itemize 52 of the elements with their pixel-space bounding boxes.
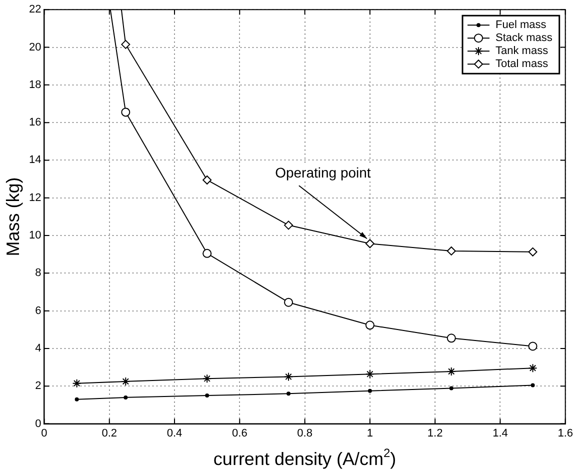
point (124, 395, 128, 400)
y-tick-label: 10 (28, 230, 42, 242)
point (365, 239, 374, 248)
point (121, 376, 130, 386)
point (202, 248, 212, 258)
x-tick-label: 0.4 (166, 427, 182, 440)
x-tick-label: 1.2 (427, 427, 443, 440)
point (205, 394, 210, 398)
y-tick-label: 8 (35, 267, 42, 280)
y-tick-label: 0 (35, 418, 42, 430)
point (284, 372, 294, 382)
point (449, 386, 454, 390)
legend-label: Tank mass (496, 45, 549, 58)
y-tick-label: 20 (28, 41, 42, 54)
point (446, 246, 456, 256)
y-tick-label: 2 (35, 380, 42, 392)
x-tick-label: 0.6 (232, 427, 248, 440)
legend-label: Total mass (496, 58, 549, 70)
y-tick-label: 14 (28, 154, 42, 166)
y-tick-label: 16 (28, 116, 42, 129)
legend-label: Stack mass (496, 32, 553, 44)
point (365, 370, 374, 379)
point (365, 320, 374, 330)
y-tick-label: 6 (35, 304, 42, 317)
point (528, 247, 538, 256)
point (72, 378, 82, 388)
point (528, 342, 538, 351)
point (446, 334, 456, 343)
legend-label: Fuel mass (496, 19, 547, 32)
point (202, 175, 212, 184)
annotation: Operating point (275, 164, 371, 181)
x-tick-label: 1 (366, 427, 373, 440)
point (286, 392, 291, 396)
point (368, 388, 372, 393)
x-tick-label: 0.8 (297, 427, 312, 440)
point (284, 220, 294, 230)
y-tick-label: 12 (28, 192, 42, 204)
y-tick-label: 18 (28, 78, 42, 91)
x-tick-label: 1.6 (558, 427, 574, 440)
point (530, 383, 535, 388)
y-tick-label: 22 (28, 4, 42, 16)
y-axis-title: Mass (kg) (2, 177, 23, 256)
point (284, 298, 294, 307)
point (74, 397, 79, 402)
point (121, 108, 130, 117)
point (528, 364, 538, 373)
x-tick-label: 1.4 (492, 427, 508, 440)
x-tick-label: 0.2 (102, 427, 118, 440)
point (121, 40, 130, 49)
y-tick-label: 4 (35, 342, 42, 355)
point (446, 366, 456, 376)
point (202, 374, 212, 384)
